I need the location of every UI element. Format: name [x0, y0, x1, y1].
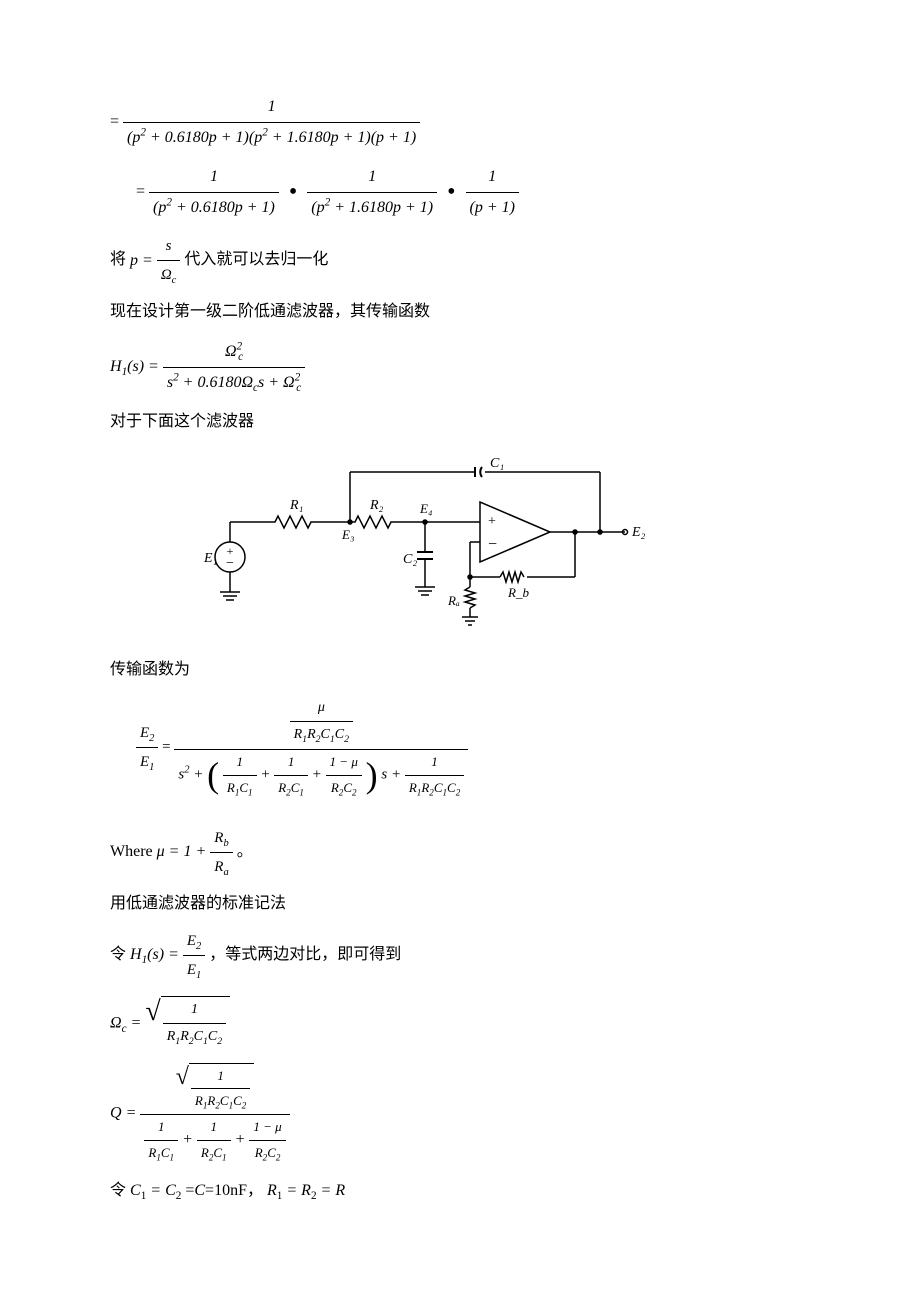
equation-product: = 1 (p2 + 0.6180p + 1) • 1 (p2 + 1.6180p…: [110, 164, 810, 220]
svg-text:−: −: [226, 556, 234, 571]
text-design: 现在设计第一级二阶低通滤波器，其传输函数: [110, 299, 810, 325]
eq2-f1-den: (p2 + 0.6180p + 1): [149, 193, 279, 221]
compare-text: ，等式两边对比，即可得到: [209, 946, 401, 963]
svg-text:E₃: E₃: [341, 527, 354, 542]
svg-text:+: +: [488, 514, 496, 529]
svg-text:C₁: C₁: [490, 456, 504, 471]
text-let-c: 令 C1 = C2 =C=10nF， R1 = R2 = R: [110, 1178, 810, 1204]
eq1-den: (p2 + 0.6180p + 1)(p2 + 1.6180p + 1)(p +…: [123, 123, 420, 151]
eq2-f3-den: (p + 1): [466, 193, 519, 221]
circuit-diagram: + − E₁ R₁ E₃ R₂ E₄ C₁ C₂ + − E₂ Rₐ: [180, 447, 810, 646]
equation-tf: E2 E1 = μ R1R2C1C2 s2 + ( 1R1C1 + 1R2C1 …: [110, 697, 810, 798]
svg-text:C₂: C₂: [403, 552, 417, 567]
svg-text:R₂: R₂: [369, 498, 384, 513]
where-label: Where: [110, 843, 157, 860]
svg-text:E₄: E₄: [419, 501, 433, 516]
equation-omega: Ωc = √ 1 R1R2C1C2: [110, 996, 810, 1049]
let-label: 令: [110, 946, 126, 963]
equation-factored: = 1 (p2 + 0.6180p + 1)(p2 + 1.6180p + 1)…: [110, 94, 810, 150]
eq2-f1-num: 1: [149, 164, 279, 193]
text-where: Where μ = 1 + Rb Ra 。: [110, 826, 810, 879]
svg-text:R₁: R₁: [289, 498, 303, 513]
equation-q: Q = √ 1 R1R2C1C2 1R1C1 + 1R2C1 + 1 − μR2…: [110, 1063, 810, 1164]
text-substitution: 将 p = s Ωc 代入就可以去归一化: [110, 234, 810, 287]
text-p-sub-after: 代入就可以去归一化: [184, 252, 328, 269]
text-let-h1: 令 H1(s) = E2 E1 ，等式两边对比，即可得到: [110, 929, 810, 982]
let-c-label: 令: [110, 1182, 126, 1199]
text-p-sub: 将: [110, 252, 130, 269]
svg-text:Rₐ: Rₐ: [447, 593, 460, 608]
svg-text:E₂: E₂: [631, 525, 646, 540]
mu-end: 。: [237, 843, 253, 860]
equation-h1: H1(s) = Ω2c s2 + 0.6180Ωcs + Ω2c: [110, 339, 810, 395]
eq1-num: 1: [123, 94, 420, 123]
eq2-f2-den: (p2 + 1.6180p + 1): [307, 193, 437, 221]
svg-text:E₁: E₁: [203, 551, 217, 566]
text-std: 用低通滤波器的标准记法: [110, 891, 810, 917]
svg-text:−: −: [488, 536, 497, 553]
eq2-f3-num: 1: [466, 164, 519, 193]
text-tf: 传输函数为: [110, 657, 810, 683]
eq2-f2-num: 1: [307, 164, 437, 193]
text-filter: 对于下面这个滤波器: [110, 409, 810, 435]
svg-text:R_b: R_b: [507, 585, 529, 600]
